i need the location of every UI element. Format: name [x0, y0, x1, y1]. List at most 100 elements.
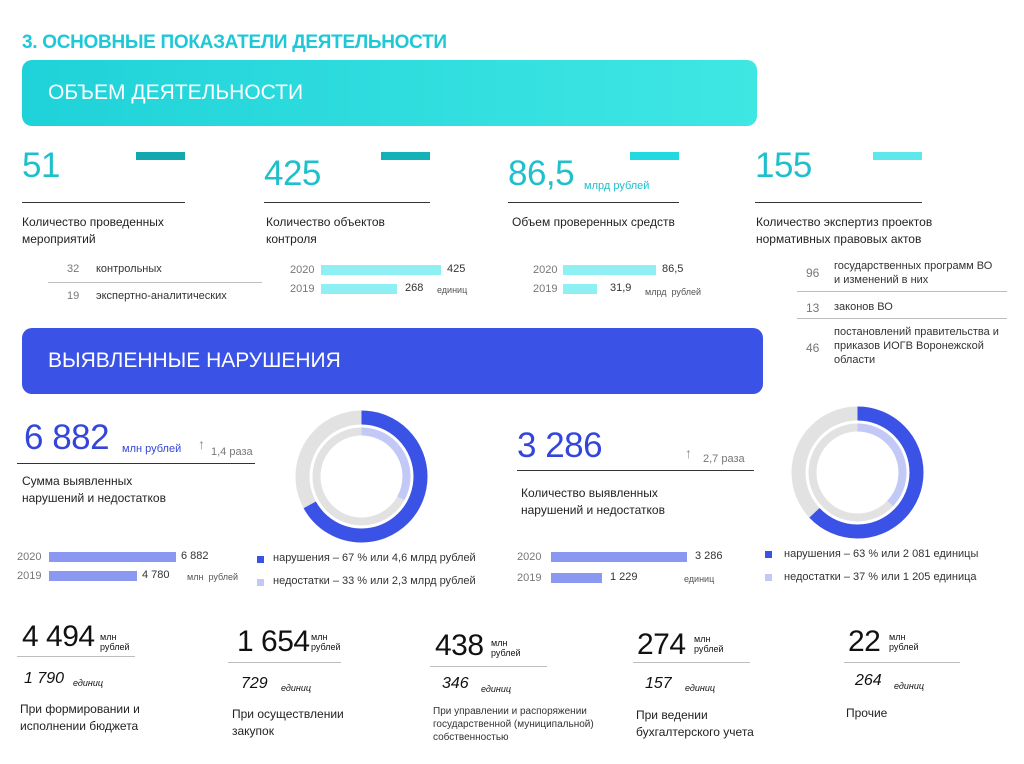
- violations-count-label: Количество выявленных нарушений и недоста…: [521, 486, 665, 517]
- category-label: При осуществлении закупок: [232, 707, 344, 738]
- kpi-events-value: 51: [22, 146, 60, 185]
- legend-label: недостатки – 33 % или 2,3 млрд рублей: [273, 575, 476, 587]
- legend-swatch: [765, 574, 772, 581]
- violations-sum-growth: 1,4 раза: [211, 446, 253, 458]
- divider: [797, 318, 1007, 319]
- category-sub-value: 346: [442, 675, 469, 692]
- bar-unit-label: млн рублей: [187, 572, 238, 582]
- violations-sum-label: Сумма выявленных нарушений и недостатков: [22, 474, 166, 505]
- donut-slice-deficiencies: [808, 423, 907, 522]
- category-sub-unit: единиц: [73, 678, 103, 688]
- bar-sum-2019: [49, 571, 138, 581]
- kpi-underline: [22, 202, 185, 203]
- kpi-events-item-num: 32: [67, 263, 80, 275]
- violations-sum-unit: млн рублей: [122, 443, 182, 455]
- kpi-accent-bar: [136, 152, 185, 160]
- kpi-funds-value: 86,5: [508, 154, 575, 193]
- kpi-events-item-text: контрольных: [96, 263, 162, 275]
- divider: [17, 656, 135, 657]
- kpi-expertise-item-text: законов ВО: [834, 301, 893, 313]
- donut-slice-violations: [295, 410, 428, 543]
- bar-year-label: 2019: [533, 283, 558, 295]
- legend-swatch: [257, 556, 264, 563]
- kpi-expertise-item-text: государственных программ ВО и изменений в…: [834, 260, 993, 286]
- donut-slice-deficiencies: [312, 427, 411, 526]
- section-label: ВЫЯВЛЕННЫЕ НАРУШЕНИЯ: [48, 349, 341, 372]
- bar-funds-2020: [563, 265, 656, 275]
- page-title: 3. ОСНОВНЫЕ ПОКАЗАТЕЛИ ДЕЯТЕЛЬНОСТИ: [22, 32, 447, 53]
- violations-sum-value: 6 882: [24, 418, 110, 457]
- legend-swatch: [765, 551, 772, 558]
- kpi-accent-bar: [873, 152, 922, 160]
- kpi-events-item-num: 19: [67, 290, 80, 302]
- kpi-events-label: Количество проведенных мероприятий: [22, 215, 164, 246]
- bar-year-label: 2020: [533, 264, 558, 276]
- category-sub-value: 157: [645, 675, 672, 692]
- bar-unit-label: единиц: [437, 285, 468, 295]
- legend-label: нарушения – 67 % или 4,6 млрд рублей: [273, 552, 476, 564]
- category-unit: млн рублей: [491, 638, 521, 658]
- legend-swatch: [257, 579, 264, 586]
- divider: [48, 282, 262, 283]
- category-unit: млн рублей: [100, 632, 130, 652]
- divider: [797, 291, 1007, 292]
- kpi-underline: [17, 463, 255, 464]
- bar-value-label: 3 286: [695, 550, 723, 562]
- divider: [228, 662, 341, 663]
- bar-value-label: 425: [447, 263, 466, 275]
- category-label: При управлении и распоряжении государстве…: [433, 706, 594, 743]
- bar-value-label: 6 882: [181, 550, 209, 562]
- kpi-accent-bar: [381, 152, 430, 160]
- kpi-objects-value: 425: [264, 154, 321, 193]
- kpi-funds-label: Объем проверенных средств: [512, 215, 675, 229]
- category-label: При ведении бухгалтерского учета: [636, 708, 754, 739]
- divider: [844, 662, 960, 663]
- legend-label: нарушения – 63 % или 2 081 единицы: [784, 548, 979, 560]
- category-value: 22: [848, 625, 881, 658]
- divider: [633, 662, 750, 663]
- kpi-expertise-label: Количество экспертиз проектов нормативных…: [756, 215, 933, 246]
- arrow-up-icon: ↑: [198, 436, 205, 452]
- bar-year-label: 2019: [17, 570, 42, 582]
- category-sub-unit: единиц: [281, 683, 311, 693]
- bar-value-label: 4 780: [142, 569, 170, 581]
- kpi-expertise-value: 155: [755, 146, 812, 185]
- kpi-underline: [508, 202, 679, 203]
- category-sub-unit: единиц: [685, 683, 715, 693]
- category-unit: млн рублей: [889, 632, 919, 652]
- kpi-underline: [264, 202, 430, 203]
- bar-unit-label: млрд рублей: [645, 287, 702, 297]
- bar-year-label: 2020: [17, 551, 42, 563]
- bar-year-label: 2019: [290, 283, 315, 295]
- violations-count-value: 3 286: [517, 426, 603, 465]
- kpi-funds-unit: млрд рублей: [584, 180, 650, 192]
- arrow-up-icon: ↑: [685, 445, 692, 461]
- kpi-underline: [517, 470, 754, 471]
- bar-year-label: 2019: [517, 572, 542, 584]
- category-value: 4 494: [22, 620, 95, 653]
- kpi-expertise-item-num: 96: [806, 266, 820, 280]
- bar-objects-2019: [321, 284, 397, 294]
- category-value: 1 654: [237, 625, 310, 658]
- category-sub-value: 729: [241, 675, 268, 692]
- kpi-expertise-item-num: 46: [806, 341, 820, 355]
- category-label: При формировании и исполнении бюджета: [20, 702, 140, 733]
- kpi-expertise-item-text: постановлений правительства и приказов ИО…: [834, 326, 999, 366]
- bar-value-label: 268: [405, 282, 424, 294]
- category-sub-value: 264: [855, 672, 882, 689]
- legend-label: недостатки – 37 % или 1 205 единица: [784, 571, 977, 583]
- bar-count-2020: [551, 552, 687, 562]
- category-sub-value: 1 790: [24, 670, 65, 687]
- category-value: 274: [637, 628, 686, 661]
- bar-value-label: 1 229: [610, 571, 638, 583]
- bar-funds-2019: [563, 284, 598, 294]
- section-band-activity: ОБЪЕМ ДЕЯТЕЛЬНОСТИ: [22, 60, 757, 126]
- section-label: ОБЪЕМ ДЕЯТЕЛЬНОСТИ: [48, 81, 304, 104]
- donut-chart-count: [791, 406, 924, 539]
- bar-year-label: 2020: [517, 551, 542, 563]
- violations-count-growth: 2,7 раза: [703, 453, 745, 465]
- bar-value-label: 31,9: [610, 282, 632, 294]
- kpi-underline: [755, 202, 922, 203]
- category-unit: млн рублей: [694, 634, 724, 654]
- bar-count-2019: [551, 573, 602, 583]
